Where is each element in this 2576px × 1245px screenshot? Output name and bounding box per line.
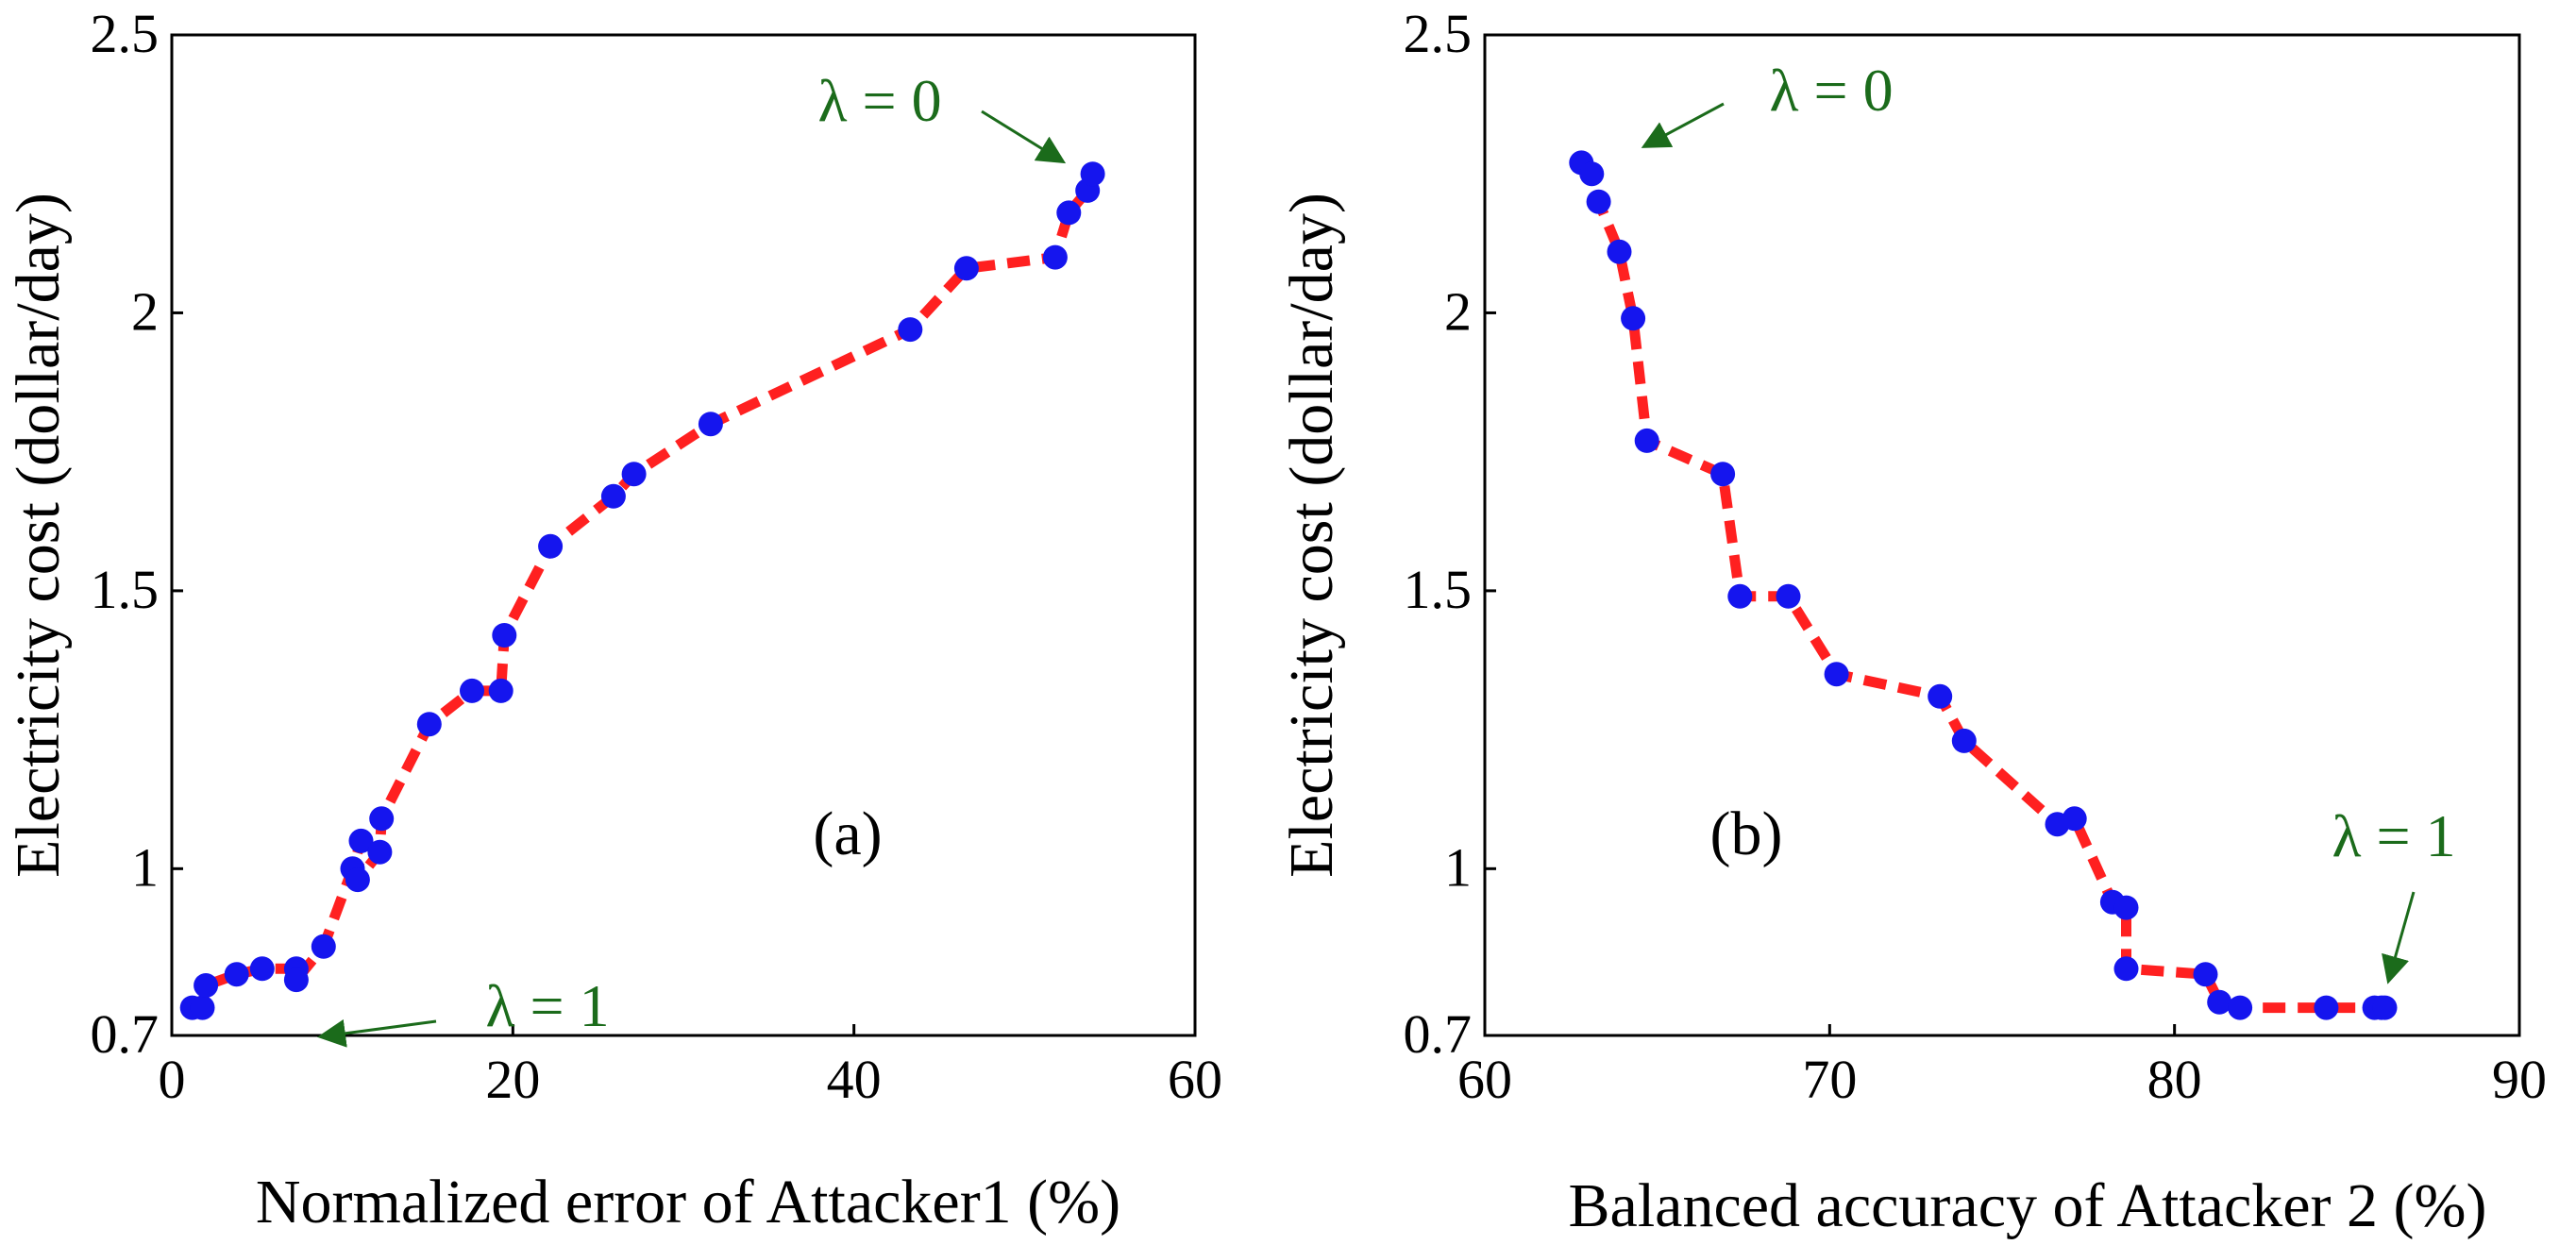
y-tick-label: 1 [131, 836, 159, 898]
x-axis-ticks: 60 70 80 90 [1457, 1024, 2547, 1110]
data-point [488, 678, 514, 703]
annotation-label: λ = 0 [817, 67, 941, 134]
data-point [283, 967, 309, 993]
data-point [416, 712, 442, 737]
data-point [1056, 200, 1082, 226]
data-point [2228, 995, 2253, 1020]
data-point [1776, 583, 1801, 609]
data-point [190, 995, 215, 1020]
data-point [1928, 683, 1953, 709]
panel-label: (a) [813, 799, 882, 868]
data-point [538, 533, 564, 559]
data-point [249, 956, 275, 982]
y-tick-label: 2 [131, 280, 159, 342]
annotation-arrow [1641, 102, 1725, 148]
x-tick-label: 20 [485, 1049, 540, 1110]
annotation-lambda-1: λ = 1 [317, 972, 610, 1048]
data-point [1634, 428, 1659, 453]
data-point [1727, 583, 1753, 609]
data-point [2062, 806, 2087, 832]
x-tick-label: 70 [1802, 1049, 1857, 1110]
data-point [311, 934, 336, 959]
data-point [460, 678, 484, 703]
annotation-label: λ = 1 [2332, 802, 2455, 869]
y-axis-title: Electricity cost (dollar/day) [4, 193, 73, 878]
annotation-label: λ = 0 [1769, 57, 1893, 124]
plot-frame [170, 33, 1197, 1037]
data-point [1951, 728, 1977, 753]
data-point [367, 839, 393, 865]
data-point [2314, 995, 2339, 1020]
x-axis-title: Balanced accuracy of Attacker 2 (%) [1569, 1171, 2487, 1240]
panel-label: (b) [1710, 799, 1783, 868]
x-axis-title: Normalized error of Attacker1 (%) [256, 1168, 1120, 1237]
data-point [224, 962, 249, 987]
y-axis-ticks: 0.7 1 1.5 2 2.5 [91, 3, 183, 1065]
data-point [698, 412, 723, 437]
annotation-arrow [981, 109, 1067, 164]
data-point [1824, 662, 1849, 687]
series-line [1577, 159, 2387, 1014]
annotation-arrow [2382, 891, 2416, 984]
data-point [898, 317, 923, 343]
x-tick-label: 60 [1457, 1049, 1512, 1110]
chart-panel-b: 0.7 1 1.5 2 2.5 60 70 80 90 (b) Balanced accura… [1277, 3, 2547, 1240]
series-markers [179, 161, 1105, 1020]
y-axis-ticks: 0.7 1 1.5 2 2.5 [1404, 3, 1496, 1065]
data-point [369, 806, 395, 832]
data-point [1080, 161, 1105, 187]
annotation-lambda-0: λ = 0 [817, 67, 1067, 164]
y-tick-label: 1.5 [1404, 559, 1473, 620]
data-point [2372, 995, 2398, 1020]
annotation-lambda-1: λ = 1 [2332, 802, 2456, 984]
series-line [192, 172, 1098, 1014]
x-tick-label: 0 [159, 1049, 186, 1110]
x-tick-label: 80 [2147, 1049, 2202, 1110]
x-tick-label: 90 [2492, 1049, 2547, 1110]
data-point [1579, 161, 1605, 187]
data-point [953, 256, 979, 281]
y-tick-label: 2.5 [1404, 3, 1473, 64]
annotation-arrow [317, 1018, 437, 1048]
data-point [348, 828, 374, 853]
x-axis-ticks: 0 20 40 60 [159, 1024, 1222, 1110]
x-tick-label: 40 [827, 1049, 882, 1110]
data-point [194, 973, 219, 998]
chart-panel-a: 0.7 1 1.5 2 2.5 0 20 40 60 (a) Normalized error… [4, 3, 1222, 1237]
y-tick-label: 0.7 [1404, 1003, 1473, 1065]
data-point [1621, 306, 1646, 331]
series-markers [1569, 150, 2398, 1020]
data-point [1042, 244, 1068, 270]
data-point [2113, 956, 2139, 982]
plot-frame [1483, 33, 2521, 1037]
data-point [600, 483, 626, 509]
y-tick-label: 2.5 [91, 3, 160, 64]
y-tick-label: 2 [1444, 280, 1472, 342]
data-point [1607, 239, 1632, 264]
data-point [1710, 462, 1736, 487]
data-point [345, 867, 370, 893]
y-tick-label: 1.5 [91, 559, 160, 620]
annotation-label: λ = 1 [485, 972, 609, 1039]
data-point [492, 623, 517, 648]
x-tick-label: 60 [1168, 1049, 1222, 1110]
data-point [2113, 895, 2139, 920]
data-point [2207, 989, 2232, 1015]
data-point [2193, 962, 2218, 987]
y-tick-label: 1 [1444, 836, 1472, 898]
data-point [621, 462, 647, 487]
data-point [1586, 189, 1611, 214]
annotation-lambda-0: λ = 0 [1641, 57, 1894, 148]
y-axis-title: Electricity cost (dollar/day) [1277, 193, 1346, 878]
y-tick-label: 0.7 [91, 1003, 160, 1065]
